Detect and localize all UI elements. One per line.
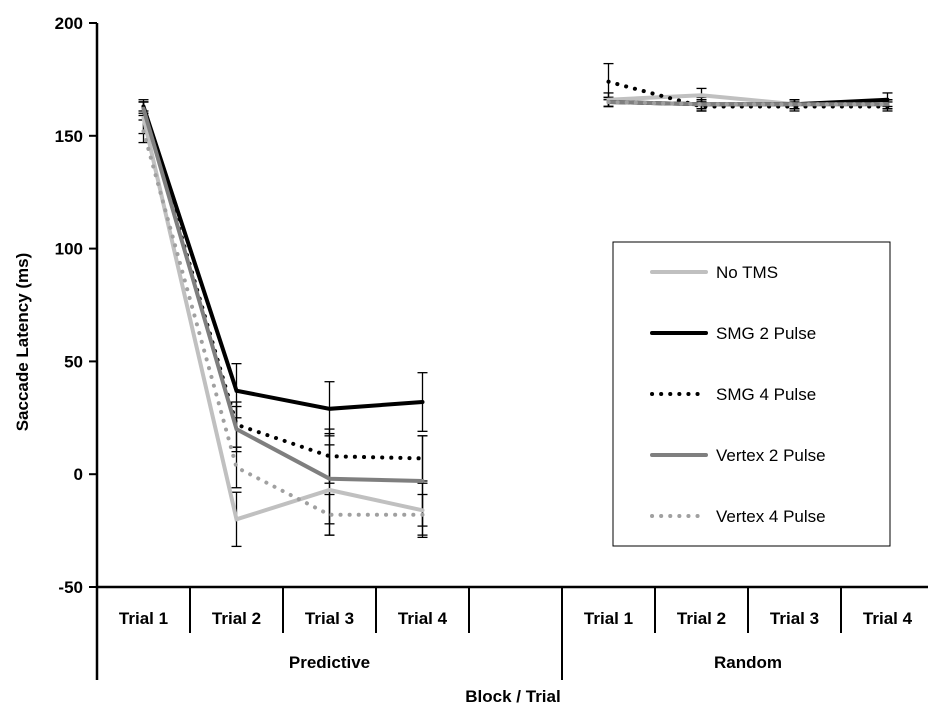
y-tick-label: 200 [55,14,83,33]
vertex-4-pulse-random-line [606,100,890,107]
group-label: Predictive [289,653,370,672]
x-axis-label: Block / Trial [465,687,560,706]
y-tick-label: 50 [64,352,83,371]
legend-label: No TMS [716,263,778,282]
x-tick-label: Trial 2 [677,609,726,628]
y-tick-label: 150 [55,127,83,146]
axes [89,22,928,680]
legend-label: SMG 2 Pulse [716,324,816,343]
no-tms-predictive-line [141,115,425,522]
smg-2-pulse-predictive-line [141,104,425,411]
y-axis-label: Saccade Latency (ms) [13,253,32,432]
x-tick-label: Trial 2 [212,609,261,628]
tick-labels: -50 0 50 100 150 200 Trial 1 Trial 2 Trial 3 Tria… [55,14,913,672]
x-tick-label: Trial 3 [770,609,819,628]
series-lines [141,79,890,522]
y-tick-label: -50 [58,578,83,597]
smg-4-pulse-random-line [606,79,890,109]
vertex-2-pulse-predictive-line [141,106,425,483]
legend: No TMS SMG 2 Pulse SMG 4 Pulse Vertex 2 Pul… [612,241,891,547]
y-tick-label: 0 [74,465,83,484]
vertex-4-pulse-predictive-line [141,129,425,517]
y-tick-label: 100 [55,240,83,259]
x-tick-label: Trial 1 [584,609,633,628]
x-tick-label: Trial 1 [119,609,168,628]
legend-label: SMG 4 Pulse [716,385,816,404]
x-tick-label: Trial 4 [863,609,913,628]
group-label: Random [714,653,782,672]
legend-label: Vertex 2 Pulse [716,446,826,465]
legend-label: Vertex 4 Pulse [716,507,826,526]
x-tick-label: Trial 3 [305,609,354,628]
x-tick-label: Trial 4 [398,609,448,628]
